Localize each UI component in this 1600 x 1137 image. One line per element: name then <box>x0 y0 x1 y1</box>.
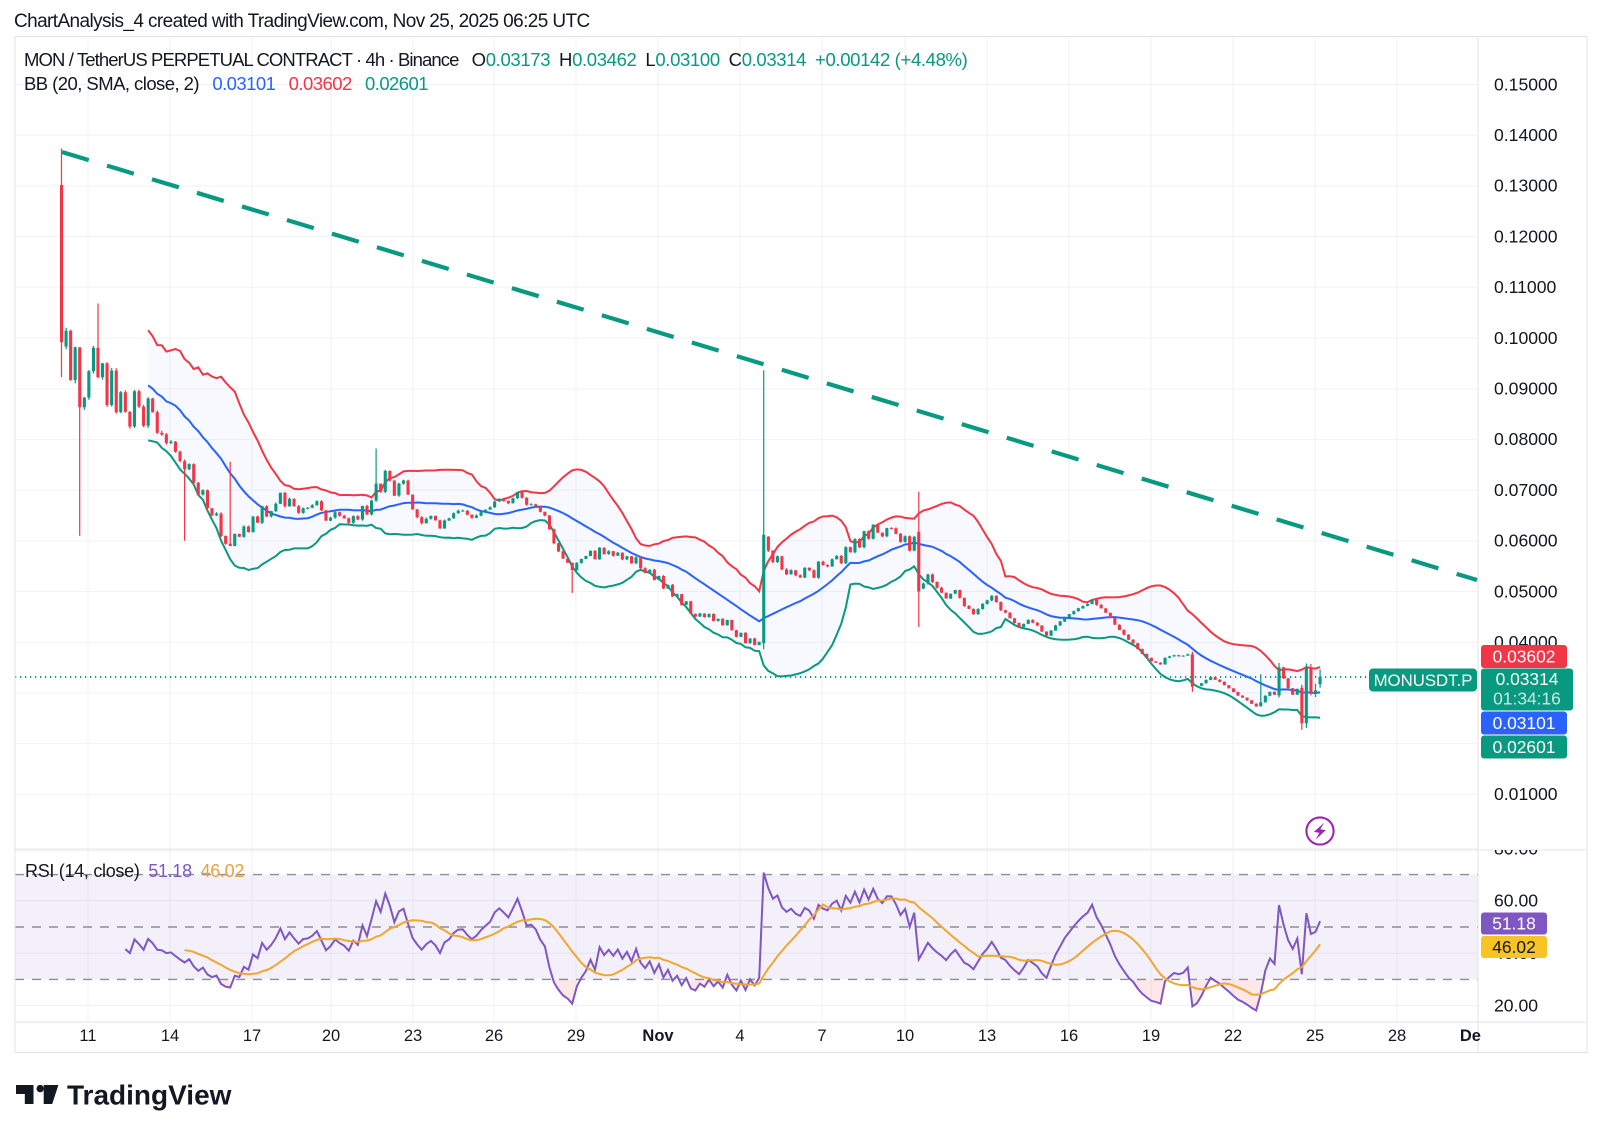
svg-text:0.12000: 0.12000 <box>1494 226 1558 246</box>
svg-text:0.13000: 0.13000 <box>1494 176 1558 196</box>
svg-text:28: 28 <box>1388 1027 1406 1045</box>
svg-text:20.00: 20.00 <box>1494 995 1538 1015</box>
svg-text:0.14000: 0.14000 <box>1494 125 1558 145</box>
svg-text:0.10000: 0.10000 <box>1494 328 1558 348</box>
svg-text:11: 11 <box>79 1027 96 1045</box>
svg-text:0.03314: 0.03314 <box>1496 669 1559 689</box>
svg-text:20: 20 <box>322 1027 340 1045</box>
svg-text:TradingView: TradingView <box>67 1081 232 1111</box>
svg-text:60.00: 60.00 <box>1494 891 1538 911</box>
svg-text:Nov: Nov <box>642 1027 674 1045</box>
svg-text:0.06000: 0.06000 <box>1494 531 1558 551</box>
svg-text:17: 17 <box>243 1027 261 1045</box>
svg-text:0.15000: 0.15000 <box>1494 74 1558 94</box>
svg-text:80.00: 80.00 <box>1494 838 1538 858</box>
svg-text:0.08000: 0.08000 <box>1494 429 1558 449</box>
svg-text:22: 22 <box>1224 1027 1242 1045</box>
svg-text:0.05000: 0.05000 <box>1494 581 1558 601</box>
svg-text:0.11000: 0.11000 <box>1494 277 1557 297</box>
svg-text:13: 13 <box>978 1027 996 1045</box>
svg-text:14: 14 <box>161 1027 179 1045</box>
svg-text:51.18: 51.18 <box>1492 914 1536 934</box>
svg-text:0.03101: 0.03101 <box>1493 713 1556 733</box>
svg-text:Dec: Dec <box>1460 1027 1490 1045</box>
svg-text:0.03602: 0.03602 <box>1493 647 1556 667</box>
svg-text:4: 4 <box>735 1027 744 1045</box>
svg-text:0.07000: 0.07000 <box>1494 480 1558 500</box>
svg-text:01:34:16: 01:34:16 <box>1493 689 1561 709</box>
svg-text:0.01000: 0.01000 <box>1494 784 1558 804</box>
svg-text:19: 19 <box>1142 1027 1160 1045</box>
svg-text:7: 7 <box>817 1027 826 1045</box>
svg-text:46.02: 46.02 <box>1492 937 1536 957</box>
svg-text:MONUSDT.P: MONUSDT.P <box>1374 671 1473 690</box>
svg-text:26: 26 <box>485 1027 503 1045</box>
svg-text:25: 25 <box>1306 1027 1324 1045</box>
svg-text:16: 16 <box>1060 1027 1078 1045</box>
svg-text:0.09000: 0.09000 <box>1494 379 1558 399</box>
svg-text:10: 10 <box>896 1027 914 1045</box>
svg-text:23: 23 <box>404 1027 422 1045</box>
svg-text:29: 29 <box>567 1027 585 1045</box>
svg-text:0.02601: 0.02601 <box>1493 737 1556 757</box>
